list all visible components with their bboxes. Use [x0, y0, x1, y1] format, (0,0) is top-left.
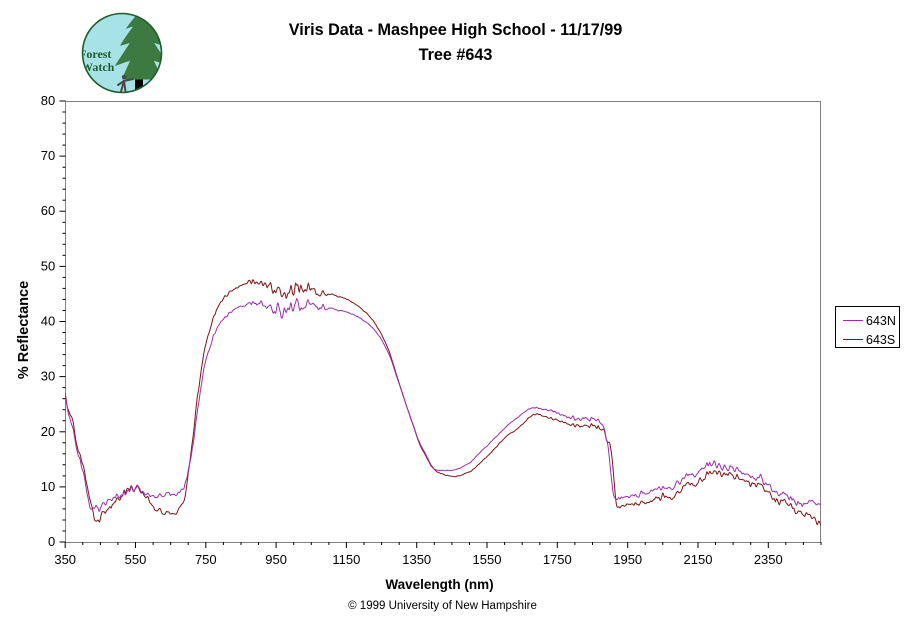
svg-text:1550: 1550: [473, 552, 502, 567]
svg-text:40: 40: [41, 314, 55, 329]
svg-text:2150: 2150: [684, 552, 713, 567]
svg-text:60: 60: [41, 203, 55, 218]
svg-text:1750: 1750: [543, 552, 572, 567]
svg-text:30: 30: [41, 369, 55, 384]
svg-text:750: 750: [195, 552, 217, 567]
svg-text:10: 10: [41, 479, 55, 494]
svg-text:950: 950: [265, 552, 287, 567]
svg-text:1950: 1950: [613, 552, 642, 567]
svg-text:1350: 1350: [402, 552, 431, 567]
svg-text:2350: 2350: [754, 552, 783, 567]
svg-text:350: 350: [54, 552, 76, 567]
svg-text:80: 80: [41, 93, 55, 108]
svg-text:70: 70: [41, 148, 55, 163]
svg-text:0: 0: [48, 534, 55, 549]
svg-text:1150: 1150: [332, 552, 360, 567]
svg-text:50: 50: [41, 258, 55, 273]
svg-text:550: 550: [125, 552, 147, 567]
svg-text:20: 20: [41, 424, 55, 439]
